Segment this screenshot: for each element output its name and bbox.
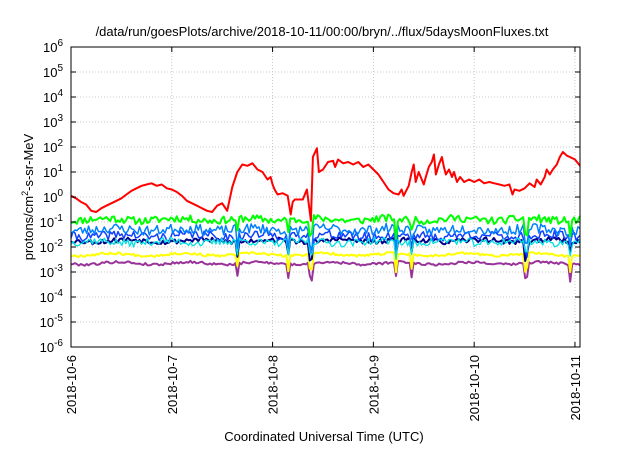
y-tick-label: 10-4 [40,288,64,305]
series-line [70,251,581,274]
y-tick-label: 100 [43,188,63,205]
x-tick-label: 2018-10-7 [165,355,180,414]
x-axis-label: Coordinated Universal Time (UTC) [224,429,423,444]
x-tick-label: 2018-10-10 [467,355,482,422]
y-tick-label: 106 [43,38,63,55]
y-tick-label: 103 [43,113,63,130]
chart-title: /data/run/goesPlots/archive/2018-10-11/0… [96,24,549,39]
series-line [70,259,581,283]
y-tick-label: 10-1 [40,213,64,230]
x-tick-label: 2018-10-8 [266,355,281,414]
y-tick-label: 10-3 [40,263,64,280]
series-line [70,213,581,240]
y-tick-label: 101 [43,163,63,180]
series-line [70,229,581,258]
y-axis-label: protons/cm2-s-sr-MeV [20,133,36,260]
series-line [70,236,581,260]
y-tick-label: 10-5 [40,313,64,330]
y-tick-label: 104 [43,88,63,105]
y-tick-label: 102 [43,138,63,155]
x-tick-label: 2018-10-11 [568,355,583,421]
y-tick-label: 105 [43,63,63,80]
series-lines [70,147,581,283]
x-tick-label: 2018-10-6 [64,355,79,414]
series-line [70,236,581,262]
x-tick-label: 2018-10-9 [366,355,381,414]
y-tick-label: 10-6 [40,338,64,355]
y-tick-label: 10-2 [40,238,64,255]
series-line [70,147,581,222]
grid-lines [71,47,580,347]
series-line [70,222,581,252]
